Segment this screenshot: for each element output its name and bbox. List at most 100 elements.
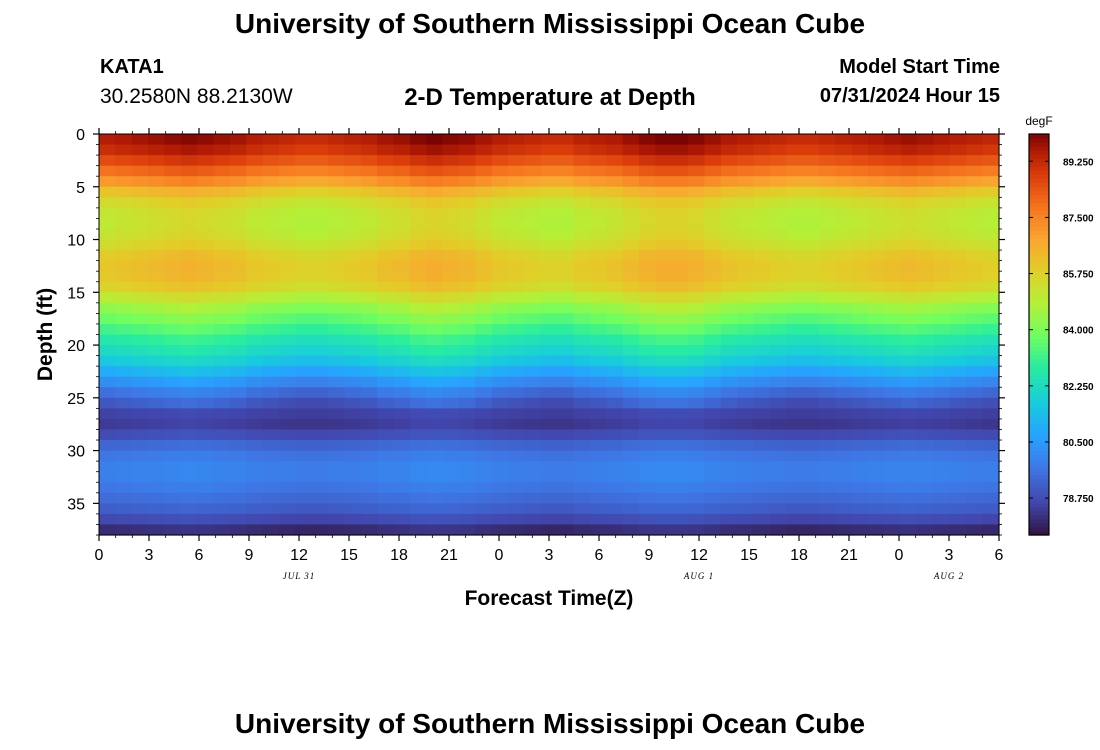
heatmap-cell [99,461,116,473]
heatmap-cell [704,144,722,156]
heatmap-cell [328,228,346,241]
heatmap-cell [655,239,673,251]
heatmap-cell [262,144,280,156]
colorbar-tick-label: 78.750 [1063,494,1094,505]
heatmap-cell [197,239,215,251]
heatmap-cell [868,482,886,494]
heatmap-cell [589,134,607,146]
heatmap-cell [868,376,886,388]
heatmap-cell [377,492,395,504]
heatmap-cell [99,155,116,167]
heatmap-cell [475,197,493,209]
heatmap-cell [737,503,755,515]
heatmap-cell [164,165,182,177]
heatmap-cell [655,471,673,483]
heatmap-cell [311,323,329,336]
heatmap-cell [295,302,313,314]
heatmap-cell [491,292,509,304]
heatmap-cell [639,155,656,167]
heatmap-cell [360,155,378,167]
heatmap-cell [655,503,673,515]
heatmap-cell [99,450,116,462]
heatmap-cell [753,281,771,293]
colorbar-tick-label: 82.250 [1063,382,1094,393]
heatmap-cell [753,387,771,399]
heatmap-cell [377,461,395,473]
heatmap-cell [229,397,247,409]
heatmap-cell [164,313,182,325]
heatmap-cell [819,345,836,357]
heatmap-cell [884,366,902,378]
heatmap-cell [295,281,313,293]
heatmap-cell [737,144,755,156]
heatmap-cell [262,302,280,314]
heatmap-cell [622,429,640,441]
heatmap-cell [753,313,771,325]
heatmap-cell [295,250,313,262]
heatmap-cell [197,218,215,230]
heatmap-cell [704,429,722,441]
station-id: KATA1 [100,56,164,78]
heatmap-cell [393,471,411,483]
heatmap-cell [311,429,329,441]
heatmap-cell [459,355,476,367]
heatmap-cell [622,524,640,536]
heatmap-cell [131,387,149,399]
heatmap-cell [99,144,116,156]
heatmap-cell [671,271,689,283]
heatmap-cell [164,186,182,198]
heatmap-cell [360,513,378,526]
heatmap-cell [311,239,329,251]
colorbar-segment [1029,434,1049,440]
heatmap-cell [377,228,395,241]
heatmap-cell [229,450,247,462]
heatmap-cell [459,440,476,452]
heatmap-cell [900,218,918,230]
heatmap-cell [360,418,378,431]
heatmap-cell [982,418,1000,431]
heatmap-cell [589,345,607,357]
heatmap-cell [966,134,984,146]
heatmap-cell [148,345,166,357]
heatmap-cell [802,397,820,409]
heatmap-cell [295,355,313,367]
heatmap-cell [131,176,149,188]
heatmap-cell [933,165,951,177]
heatmap-cell [819,186,836,198]
heatmap-cell [622,134,640,146]
heatmap-cell [819,366,836,378]
heatmap-cell [409,408,427,420]
heatmap-cell [671,228,689,241]
heatmap-cell [949,366,967,378]
heatmap-cell [524,271,542,283]
heatmap-cell [148,144,166,156]
heatmap-cell [164,334,182,346]
heatmap-cell [786,345,804,357]
heatmap-cell [622,397,640,409]
heatmap-cell [917,292,935,304]
heatmap-cell [393,387,411,399]
heatmap-cell [884,323,902,336]
heatmap-cell [606,513,624,526]
heatmap-cell [328,355,346,367]
heatmap-cell [246,450,264,462]
heatmap-cell [720,482,738,494]
heatmap-cell [475,429,493,441]
heatmap-cell [295,155,313,167]
heatmap-cell [868,165,886,177]
heatmap-cell [459,313,476,325]
heatmap-cell [917,461,935,473]
heatmap-cell [148,197,166,209]
heatmap-cell [475,176,493,188]
heatmap-cell [393,250,411,262]
heatmap-cell [671,281,689,293]
heatmap-cell [589,186,607,198]
heatmap-cell [655,524,673,536]
heatmap-cell [344,397,362,409]
heatmap-cell [884,218,902,230]
heatmap-cell [884,482,902,494]
colorbar-segment [1029,218,1049,223]
heatmap-cell [246,440,264,452]
heatmap-cell [279,281,296,293]
heatmap-cell [131,461,149,473]
